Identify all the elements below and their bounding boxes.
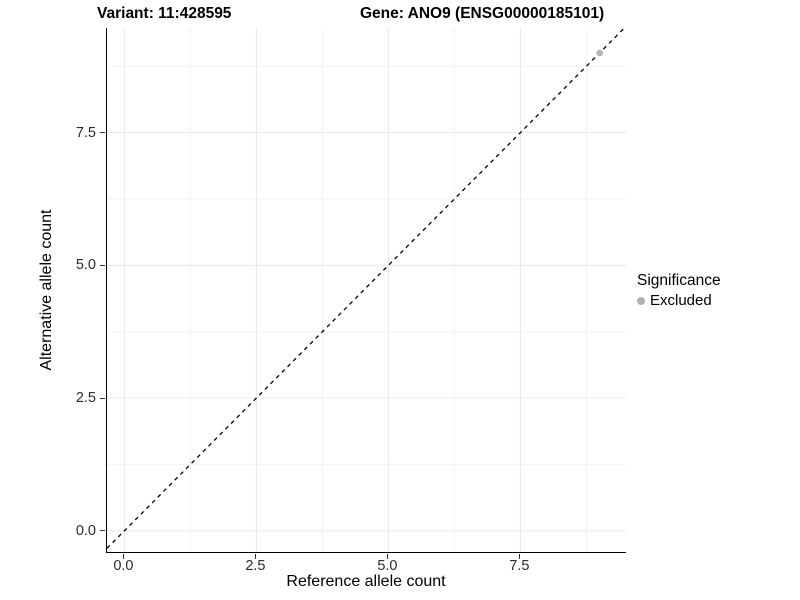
x-tick-mark: [254, 554, 257, 559]
y-axis-title: Alternative allele count: [38, 209, 55, 371]
legend-title: Significance: [637, 272, 721, 289]
y-tick-label: 0.0: [75, 522, 96, 539]
x-tick-mark: [122, 554, 125, 559]
excluded-point-icon: [637, 296, 645, 305]
legend: Significance Excluded: [637, 272, 721, 309]
plot-panel: [106, 28, 626, 553]
x-tick-label: 2.5: [245, 558, 266, 574]
y-tick-label: 7.5: [75, 124, 96, 141]
identity-reference-line: [107, 28, 625, 549]
variant-title: Variant: 11:428595: [97, 5, 232, 22]
x-tick-label: 5.0: [377, 558, 398, 574]
x-tick-label: 0.0: [113, 558, 134, 574]
gene-title: Gene: ANO9 (ENSG00000185101): [360, 5, 605, 22]
y-tick-mark: [100, 264, 105, 266]
x-tick-mark: [386, 554, 389, 559]
y-tick-mark: [100, 132, 105, 134]
legend-item-label: Excluded: [650, 292, 712, 309]
y-tick-label: 2.5: [75, 390, 96, 407]
legend-item-excluded: Excluded: [637, 292, 721, 309]
x-tick-label: 7.5: [509, 558, 530, 574]
data-point: [596, 49, 603, 57]
chart-canvas: [107, 28, 626, 552]
x-tick-mark: [518, 554, 521, 559]
y-tick-mark: [100, 397, 105, 399]
x-axis-title: Reference allele count: [286, 573, 446, 590]
y-tick-mark: [100, 530, 105, 532]
y-tick-label: 5.0: [75, 257, 96, 274]
